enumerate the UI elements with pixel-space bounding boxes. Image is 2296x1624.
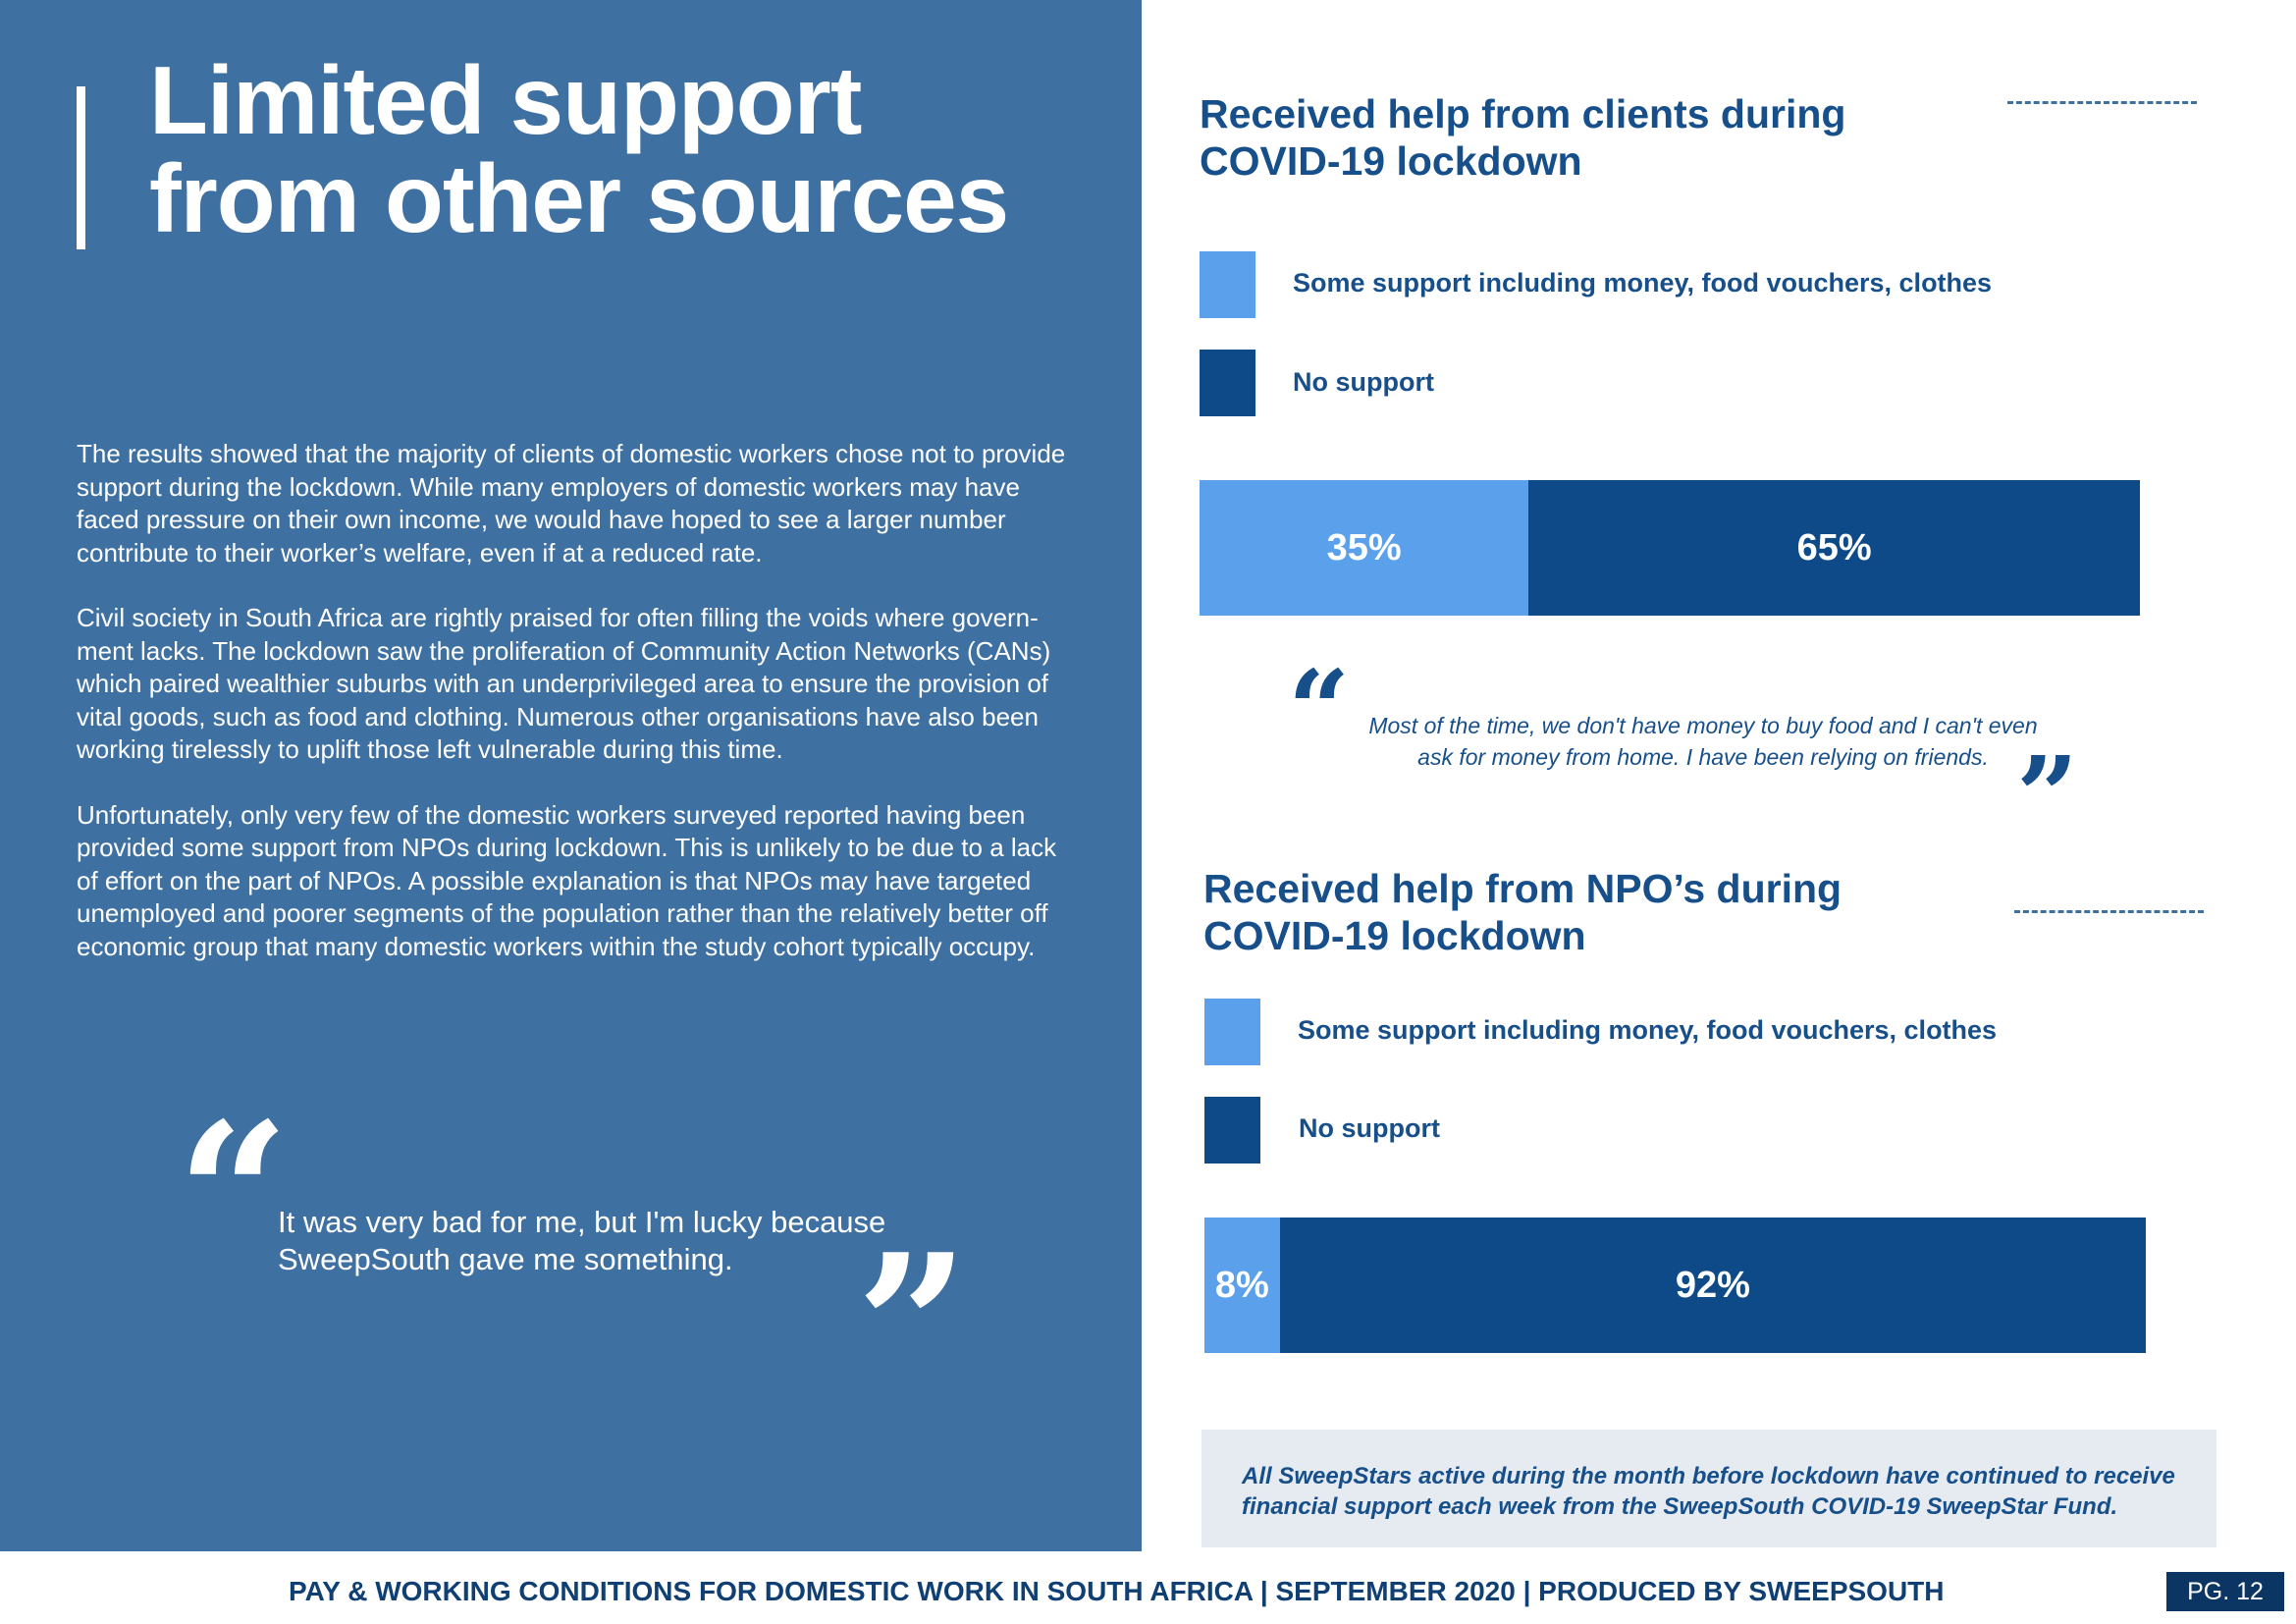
footer-text: PAY & WORKING CONDITIONS FOR DOMESTIC WO… (289, 1576, 1945, 1606)
chart-2-bar-some: 8% (1204, 1218, 1280, 1353)
chart-1-legend-swatch-some (1200, 251, 1255, 318)
worker-quote-small: Most of the time, we don't have money to… (1368, 713, 2038, 770)
chart-2-dash-rule (2014, 910, 2204, 913)
page-number: PG. 12 (2166, 1572, 2284, 1611)
open-quote-icon: “ (177, 1080, 291, 1311)
chart-1-bar: 35% 65% (1200, 480, 2140, 616)
chart-1-bar-none: 65% (1528, 480, 2140, 616)
chart-1-dash-rule (2007, 101, 2197, 104)
small-close-quote-icon: ” (2016, 732, 2079, 859)
close-quote-icon: ” (856, 1212, 970, 1442)
paragraph-3: Unfortunately, only very few of the dome… (77, 799, 1057, 961)
chart-2-bar-none: 92% (1279, 1218, 2146, 1353)
chart-1-legend-label-none: No support (1293, 367, 1434, 397)
chart-2-legend-label-some: Some support including money, food vouch… (1298, 1015, 1998, 1045)
chart-2-legend-label-none: No support (1299, 1113, 1440, 1143)
worker-quote-large: It was very bad for me, but I'm lucky be… (278, 1205, 886, 1276)
paragraph-1: The results showed that the majority of … (77, 439, 1066, 568)
chart-2-legend-swatch-none (1204, 1097, 1260, 1164)
chart-1-legend-swatch-none (1200, 350, 1255, 416)
chart-2-title: Received help from NPO’s during COVID-19… (1203, 866, 1842, 958)
chart-1-legend-label-some: Some support including money, food vouch… (1293, 268, 1993, 298)
fund-note-box: All SweepStars active during the month b… (1201, 1430, 2216, 1547)
left-panel (0, 0, 1142, 1551)
chart-1-bar-some: 35% (1200, 480, 1529, 616)
small-open-quote-icon: “ (1288, 646, 1351, 773)
fund-note-text: All SweepStars active during the month b… (1242, 1463, 2175, 1520)
chart-1-title: Received help from clients during COVID-… (1200, 91, 1846, 184)
body-text: The results showed that the majority of … (77, 438, 1083, 996)
chart-2-legend-swatch-some (1204, 999, 1260, 1065)
page-title: Limited support from other sources (149, 46, 1009, 252)
chart-2-bar: 8% 92% (1204, 1218, 2146, 1353)
paragraph-2: Civil society in South Africa are rightl… (77, 603, 1051, 764)
title-accent-rule (77, 86, 85, 249)
